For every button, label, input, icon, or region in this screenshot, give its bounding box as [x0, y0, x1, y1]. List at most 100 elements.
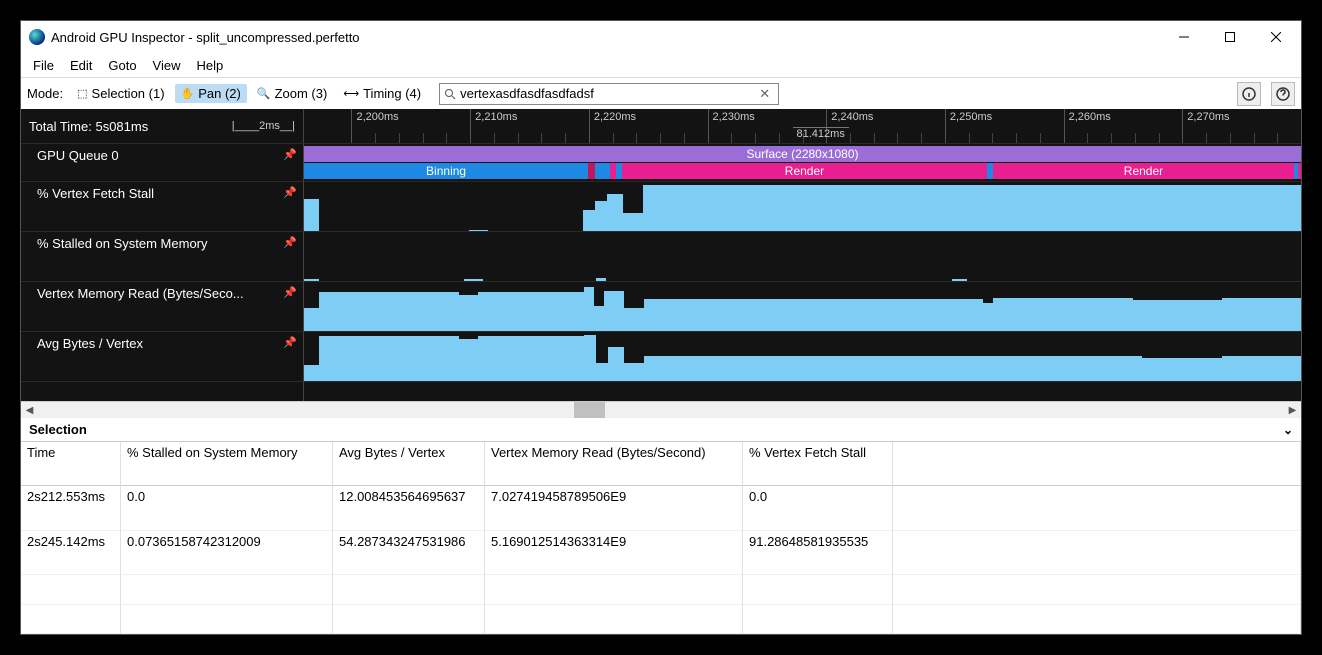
scrollbar-track[interactable]	[38, 402, 1284, 418]
collapse-icon[interactable]: ⌄	[1283, 423, 1293, 437]
table-header[interactable]: Time	[21, 442, 121, 486]
table-header[interactable]: Vertex Memory Read (Bytes/Second)	[485, 442, 743, 486]
toolbar: Mode: ⬚Selection (1) ✋Pan (2)🔍Zoom (3)⟷Ti…	[21, 77, 1301, 109]
mode-pan[interactable]: ✋Pan (2)	[175, 84, 247, 103]
menu-view[interactable]: View	[145, 56, 189, 75]
help-button[interactable]	[1271, 82, 1295, 106]
pin-icon[interactable]: 📌	[283, 148, 297, 161]
scroll-left-icon[interactable]: ◀	[21, 402, 38, 419]
timeline-bar[interactable]: Binning	[304, 163, 588, 179]
total-time-label: Total Time: 5s081ms	[29, 119, 148, 134]
chart-segment	[304, 308, 319, 331]
chart-segment	[478, 292, 584, 331]
time-indicator: 81.412ms	[793, 127, 849, 140]
app-icon	[29, 29, 45, 45]
ruler-tick: 2,270ms	[1182, 109, 1233, 143]
track-label[interactable]: Avg Bytes / Vertex📌	[21, 331, 303, 381]
table-cell[interactable]: 2s245.142ms	[21, 531, 121, 575]
track-row: % Stalled on System Memory📌	[21, 231, 1301, 281]
chart-segment	[459, 339, 479, 381]
chart-segment	[584, 287, 594, 331]
track-content[interactable]	[303, 331, 1301, 381]
track-label[interactable]: % Vertex Fetch Stall📌	[21, 181, 303, 231]
maximize-button[interactable]	[1207, 21, 1253, 53]
search-icon	[444, 88, 456, 100]
search-input[interactable]	[460, 86, 755, 101]
table-cell[interactable]: 7.027419458789506E9	[485, 486, 743, 530]
chart-segment	[1142, 358, 1222, 381]
table-cell[interactable]: 0.0	[121, 486, 333, 530]
pin-icon[interactable]: 📌	[283, 286, 297, 299]
chart-segment	[583, 210, 595, 231]
menu-file[interactable]: File	[25, 56, 62, 75]
scroll-right-icon[interactable]: ▶	[1284, 402, 1301, 419]
table-cell[interactable]: 91.28648581935535	[743, 531, 893, 575]
pin-icon[interactable]: 📌	[283, 186, 297, 199]
table-header[interactable]: Avg Bytes / Vertex	[333, 442, 485, 486]
timeline-bar[interactable]: Render	[993, 163, 1294, 179]
info-button[interactable]	[1237, 82, 1261, 106]
table-cell[interactable]: 0.0	[743, 486, 893, 530]
close-button[interactable]	[1253, 21, 1299, 53]
chart-segment	[607, 194, 623, 231]
search-box: ✕	[439, 83, 779, 105]
chart-segment	[595, 201, 607, 231]
menu-goto[interactable]: Goto	[100, 56, 144, 75]
menu-help[interactable]: Help	[189, 56, 232, 75]
chart-segment	[983, 303, 993, 331]
table-cell[interactable]: 54.287343247531986	[333, 531, 485, 575]
timeline-bar[interactable]	[1298, 163, 1301, 179]
track-row: Vertex Memory Read (Bytes/Seco...📌	[21, 281, 1301, 331]
chart-segment	[459, 295, 479, 331]
pin-icon[interactable]: 📌	[283, 236, 297, 249]
chart-segment	[594, 306, 604, 331]
timeline-bar[interactable]	[595, 163, 610, 179]
track-content[interactable]	[303, 231, 1301, 281]
chart-segment	[319, 292, 459, 331]
titlebar: Android GPU Inspector - split_uncompress…	[21, 21, 1301, 53]
chart-segment	[1222, 356, 1301, 381]
table-cell[interactable]: 12.008453564695637	[333, 486, 485, 530]
track-label[interactable]: % Stalled on System Memory📌	[21, 231, 303, 281]
track-label[interactable]: GPU Queue 0📌	[21, 143, 303, 181]
minimize-button[interactable]	[1161, 21, 1207, 53]
selection-header[interactable]: Selection ⌄	[21, 418, 1301, 442]
selection-table: Time% Stalled on System MemoryAvg Bytes …	[21, 442, 1301, 634]
table-cell[interactable]: 5.169012514363314E9	[485, 531, 743, 575]
mode-zoom[interactable]: 🔍Zoom (3)	[251, 84, 333, 103]
track-content[interactable]	[303, 281, 1301, 331]
track-row: Avg Bytes / Vertex📌	[21, 331, 1301, 381]
scrollbar-thumb[interactable]	[574, 402, 605, 418]
timeline-bar[interactable]: Render	[622, 163, 987, 179]
ruler-tick: 2,220ms	[589, 109, 640, 143]
menubar: FileEditGotoViewHelp	[21, 53, 1301, 77]
timeline-ruler[interactable]: 2,200ms2,210ms2,220ms2,230ms2,240ms2,250…	[303, 109, 1301, 143]
timeline-header: Total Time: 5s081ms |____2ms__| 2,200ms2…	[21, 109, 1301, 143]
search-clear-icon[interactable]: ✕	[755, 86, 774, 102]
table-cell[interactable]: 0.07365158742312009	[121, 531, 333, 575]
table-header[interactable]: % Stalled on System Memory	[121, 442, 333, 486]
track-label[interactable]: Vertex Memory Read (Bytes/Seco...📌	[21, 281, 303, 331]
mode-label: Mode:	[27, 86, 63, 101]
app-window: Android GPU Inspector - split_uncompress…	[20, 20, 1302, 635]
timeline-bar[interactable]: Surface (2280x1080)	[304, 146, 1301, 162]
track-content[interactable]: Surface (2280x1080)Binning Render Render	[303, 143, 1301, 181]
chart-segment	[604, 291, 624, 331]
mode-timing[interactable]: ⟷Timing (4)	[337, 84, 427, 103]
mode-selection[interactable]: ⬚Selection (1)	[71, 84, 170, 103]
table-header[interactable]: % Vertex Fetch Stall	[743, 442, 893, 486]
timeline-panel: Total Time: 5s081ms |____2ms__| 2,200ms2…	[21, 109, 1301, 401]
chart-segment	[1133, 300, 1223, 331]
chart-segment	[608, 347, 624, 382]
chart-segment	[643, 185, 1301, 231]
track-content[interactable]	[303, 181, 1301, 231]
chart-segment	[584, 335, 596, 381]
timeline-bar[interactable]	[588, 163, 595, 179]
pin-icon[interactable]: 📌	[283, 336, 297, 349]
chart-segment	[304, 365, 319, 381]
chart-segment	[596, 363, 608, 381]
mini-ruler-label: |____2ms__|	[232, 120, 295, 132]
table-cell[interactable]: 2s212.553ms	[21, 486, 121, 530]
horizontal-scrollbar[interactable]: ◀ ▶	[21, 401, 1301, 418]
menu-edit[interactable]: Edit	[62, 56, 100, 75]
